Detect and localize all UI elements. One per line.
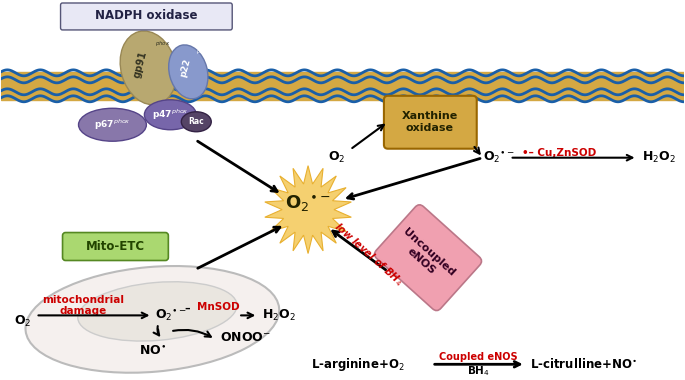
Text: p67$^{phox}$: p67$^{phox}$	[94, 117, 131, 132]
Text: O$_2$$^{\bullet -}$: O$_2$$^{\bullet -}$	[155, 308, 188, 323]
Text: Xanthine
oxidase: Xanthine oxidase	[401, 111, 458, 133]
Text: mitochondrial
damage: mitochondrial damage	[42, 294, 125, 316]
FancyBboxPatch shape	[384, 96, 477, 149]
Text: L-arginine+O$_2$: L-arginine+O$_2$	[311, 356, 405, 373]
Text: L-citrulline+NO$^{\bullet}$: L-citrulline+NO$^{\bullet}$	[530, 357, 637, 371]
Polygon shape	[265, 166, 351, 253]
Ellipse shape	[145, 100, 197, 130]
Ellipse shape	[169, 45, 208, 99]
Text: p22: p22	[179, 58, 192, 78]
Text: Coupled eNOS: Coupled eNOS	[439, 352, 518, 362]
Text: Mito-ETC: Mito-ETC	[86, 240, 145, 253]
Ellipse shape	[78, 282, 237, 341]
Text: H$_2$O$_2$: H$_2$O$_2$	[643, 150, 676, 165]
Text: •– Cu,ZnSOD: •– Cu,ZnSOD	[522, 148, 596, 158]
Text: Uncoupled
eNOS: Uncoupled eNOS	[393, 226, 457, 287]
Text: –: –	[186, 304, 195, 314]
Text: NADPH oxidase: NADPH oxidase	[95, 10, 198, 22]
Text: low level of BH$_4$: low level of BH$_4$	[331, 220, 406, 289]
Ellipse shape	[120, 31, 177, 105]
Text: p47$^{phox}$: p47$^{phox}$	[152, 108, 188, 122]
FancyBboxPatch shape	[375, 205, 482, 310]
Ellipse shape	[182, 112, 211, 132]
Text: $^{phox}$: $^{phox}$	[197, 48, 210, 56]
Text: O$_2$$^{\bullet -}$: O$_2$$^{\bullet -}$	[285, 193, 331, 214]
Text: BH$_4$: BH$_4$	[467, 364, 490, 378]
Text: MnSOD: MnSOD	[197, 302, 240, 312]
Ellipse shape	[25, 266, 279, 373]
Text: $^{phox}$: $^{phox}$	[155, 40, 171, 49]
Bar	[1, 72, 684, 100]
Text: NO$^{\bullet}$: NO$^{\bullet}$	[139, 345, 166, 358]
Text: O$_2$$^{\bullet -}$: O$_2$$^{\bullet -}$	[483, 150, 515, 165]
Text: O$_2$: O$_2$	[14, 314, 32, 329]
Text: O$_2$: O$_2$	[328, 150, 346, 165]
Text: H$_2$O$_2$: H$_2$O$_2$	[262, 308, 296, 323]
Text: ONOO$^{-}$: ONOO$^{-}$	[221, 331, 271, 344]
FancyBboxPatch shape	[62, 233, 169, 261]
Ellipse shape	[79, 108, 147, 141]
FancyBboxPatch shape	[60, 3, 232, 30]
Text: Rac: Rac	[188, 117, 204, 126]
Text: gp91: gp91	[132, 49, 149, 79]
